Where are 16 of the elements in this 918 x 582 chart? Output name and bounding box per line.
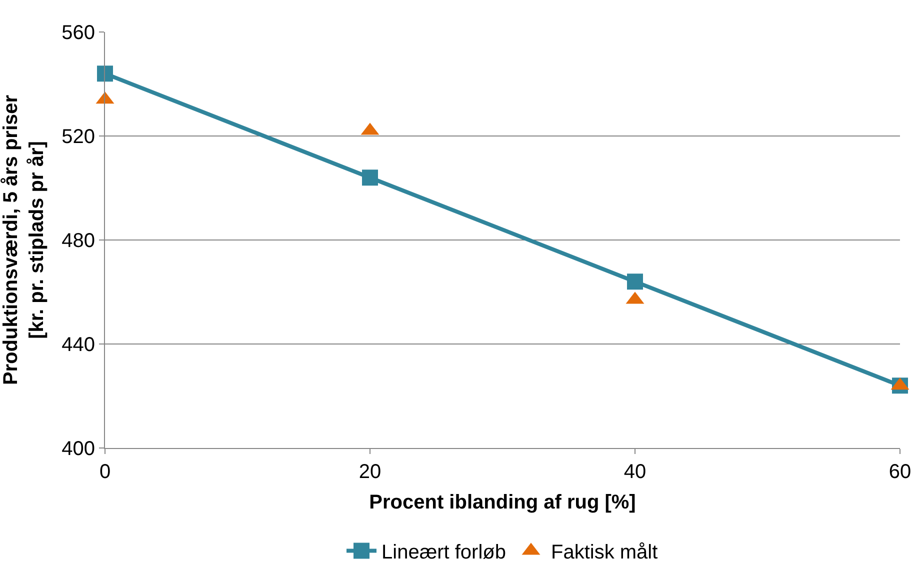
point bbox=[362, 170, 378, 186]
legend-label: Faktisk målt bbox=[551, 542, 658, 564]
x-tick-label: 60 bbox=[888, 461, 912, 483]
x-tick-label: 0 bbox=[99, 461, 111, 483]
y-tick-label: 520 bbox=[62, 126, 95, 148]
x-tick-label: 40 bbox=[624, 461, 646, 483]
y-axis-title: Produktionsværdi, 5 års priser [kr. pr. stiplads pr år] bbox=[0, 94, 48, 386]
x-tick-label: 20 bbox=[358, 461, 382, 483]
point bbox=[97, 66, 113, 82]
y-tick-label: 560 bbox=[62, 22, 95, 44]
legend-label: Lineært forløb bbox=[382, 542, 506, 564]
y-tick-label: 400 bbox=[62, 438, 95, 460]
x-axis-title: Procent iblanding af rug [%] bbox=[369, 492, 636, 514]
y-tick-label: 480 bbox=[62, 230, 95, 252]
point bbox=[627, 274, 643, 290]
y-tick-label: 440 bbox=[62, 334, 95, 356]
